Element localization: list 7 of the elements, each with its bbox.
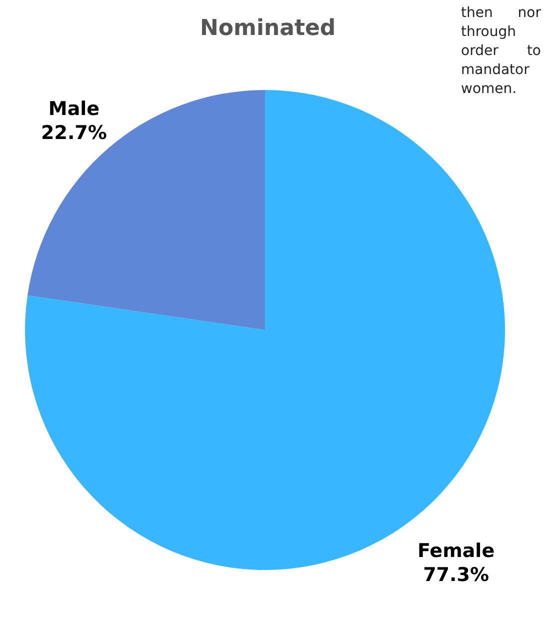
- data-label: 77.3%: [423, 564, 489, 586]
- pie-slice: [28, 90, 265, 330]
- data-label: 22.7%: [41, 122, 107, 144]
- slice-label: Female: [417, 540, 495, 562]
- slice-label: Male: [48, 98, 100, 120]
- chart-title: Nominated: [200, 16, 336, 41]
- text: then nor through order to mandator women.: [461, 4, 541, 99]
